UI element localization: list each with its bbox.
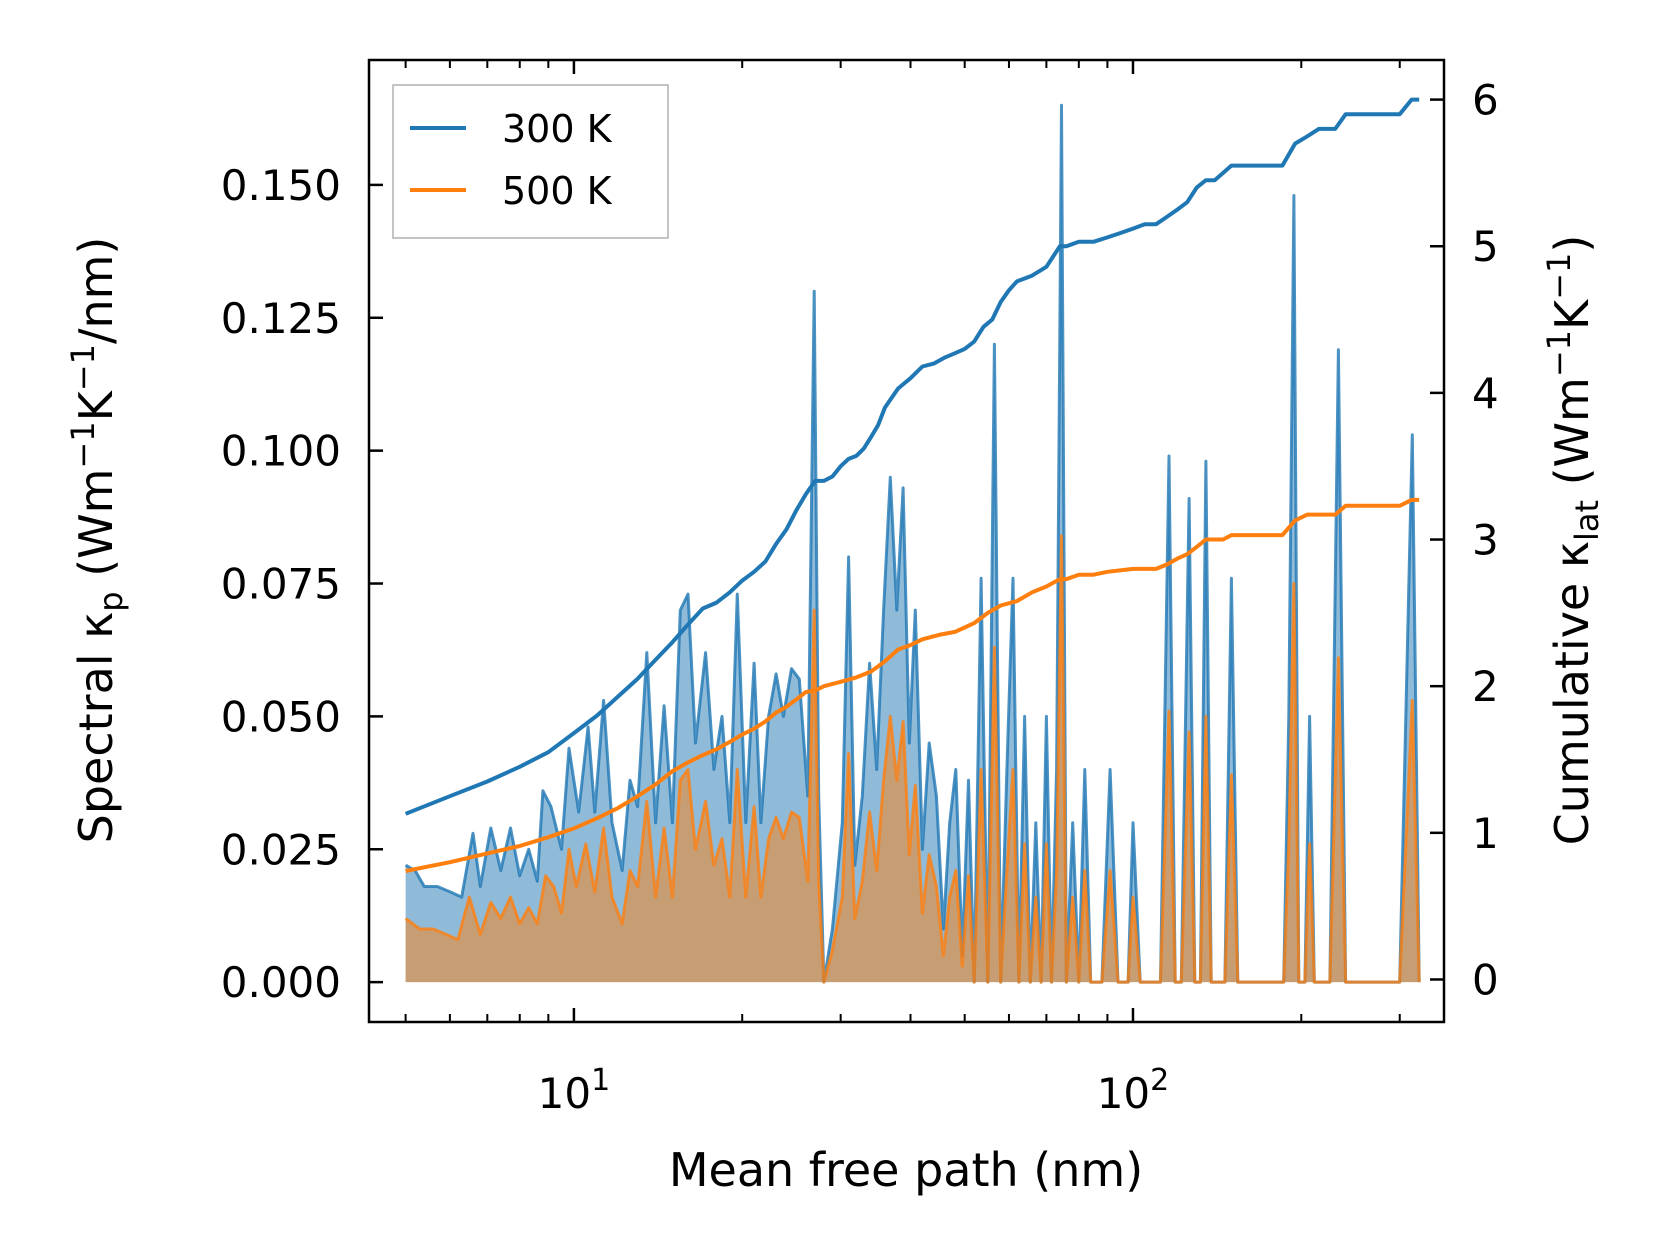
y-left-tick-label: 0.150 xyxy=(221,161,341,210)
y-left-tick-label: 0.075 xyxy=(221,560,341,609)
cumulative-500k-line xyxy=(405,497,1420,873)
y-right-label-sub: lat xyxy=(1568,500,1606,541)
spectral-300k-area xyxy=(405,105,1420,983)
x-major-tick-label: 102 xyxy=(1097,1063,1170,1118)
y-right-label-sup2: −1 xyxy=(1540,253,1578,300)
legend-label-300k: 300 K xyxy=(502,107,613,151)
x-axis-label: Mean free path (nm) xyxy=(669,1143,1143,1197)
y-left-tick-label: 0.100 xyxy=(221,427,341,476)
y-left-label-sup1: −1 xyxy=(64,421,102,468)
axes-frame xyxy=(367,58,1446,1024)
x-tick-base: 10 xyxy=(538,1069,591,1118)
y-left-tick-label: 0.125 xyxy=(221,294,341,343)
y-right-label-mid: K xyxy=(1545,298,1599,330)
legend-box xyxy=(392,84,669,239)
x-tick-base: 10 xyxy=(1097,1069,1150,1118)
y-right-tick-label: 1 xyxy=(1472,809,1499,858)
y-axis-right-label: Cumulative κlat (Wm−1K−1) xyxy=(1540,235,1606,846)
plot-area xyxy=(404,97,1421,984)
y-right-tick-label: 4 xyxy=(1472,369,1499,418)
y-left-label-sup2: −1 xyxy=(64,344,102,391)
y-left-tick-label: 0.025 xyxy=(221,825,341,874)
ticks: 0.000 0.025 0.050 0.075 0.100 0.125 0.150 0 1 2 3 4… xyxy=(221,60,1499,1118)
y-right-label-end: ) xyxy=(1545,235,1599,253)
y-left-label-pre: Spectral κ xyxy=(69,612,123,844)
y-left-tick-label: 0.050 xyxy=(221,692,341,741)
y-left-tick-label: 0.000 xyxy=(221,958,341,1007)
y-right-tick-label: 6 xyxy=(1472,76,1499,125)
y-left-label-sub: p xyxy=(92,591,130,611)
y-right-label-sup1: −1 xyxy=(1540,330,1578,377)
y-left-label-mid: K xyxy=(69,389,123,421)
x-major-tick-label: 101 xyxy=(538,1063,611,1118)
y-right-tick-label: 3 xyxy=(1472,516,1499,565)
y-left-label-post: (Wm xyxy=(69,469,123,592)
cumulative-300k-line xyxy=(404,97,1420,816)
spectral-500k-line xyxy=(404,534,1421,984)
legend: 300 K 500 K xyxy=(392,84,669,239)
y-right-tick-label: 2 xyxy=(1472,662,1499,711)
x-tick-exp: 1 xyxy=(591,1063,610,1098)
x-tick-exp: 2 xyxy=(1150,1063,1169,1098)
y-right-label-pre: Cumulative κ xyxy=(1545,541,1599,845)
y-axis-left-label: Spectral κp (Wm−1K−1/nm) xyxy=(64,237,130,844)
y-right-label-post: (Wm xyxy=(1545,377,1599,500)
y-right-tick-label: 0 xyxy=(1472,955,1499,1004)
legend-label-500k: 500 K xyxy=(502,169,613,213)
y-left-label-end: /nm) xyxy=(69,237,123,344)
y-right-tick-label: 5 xyxy=(1472,222,1499,271)
